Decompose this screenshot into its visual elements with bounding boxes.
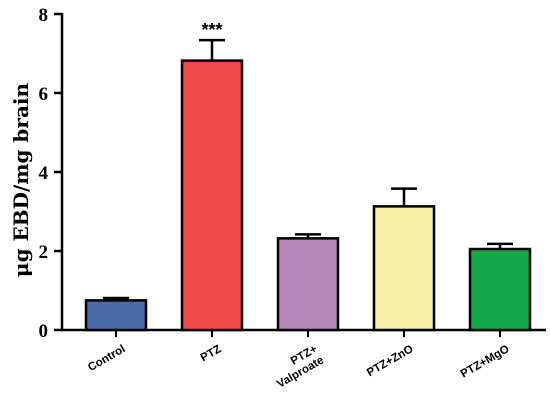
x-tick-label-line: PTZ+ZnO [365,343,416,379]
bar [372,205,436,332]
x-tick-label: PTZ+ZnO [365,343,416,379]
x-tick-label: PTZ+Valproate [275,343,326,391]
x-tick-label-line: Control [86,343,127,374]
bars: *** [84,20,532,332]
y-axis-title: μg EBD/mg brain [9,82,33,277]
y-tick-label: 2 [39,242,49,263]
y-axis-label: μg EBD/mg brain [9,82,33,277]
y-tick-label: 6 [39,84,49,105]
x-tick-label-line: PTZ [199,343,224,364]
bar [468,247,532,332]
y-axis: 0 2 4 6 8 [39,5,64,342]
bar [84,299,148,332]
y-tick-label: 0 [39,321,49,342]
significance-label: *** [201,20,222,40]
x-tick-label: Control [86,343,127,374]
y-tick-label: 4 [39,163,49,184]
y-tick-label: 8 [39,5,49,26]
x-tick-label-line: PTZ+MgO [459,343,512,380]
bar [180,59,244,332]
x-tick-label: PTZ+MgO [459,343,512,380]
x-tick-label: PTZ [199,343,224,364]
bar [276,237,340,332]
x-tick-labels: Control PTZ PTZ+Valproate PTZ+ZnO PTZ+MgO [86,330,512,391]
